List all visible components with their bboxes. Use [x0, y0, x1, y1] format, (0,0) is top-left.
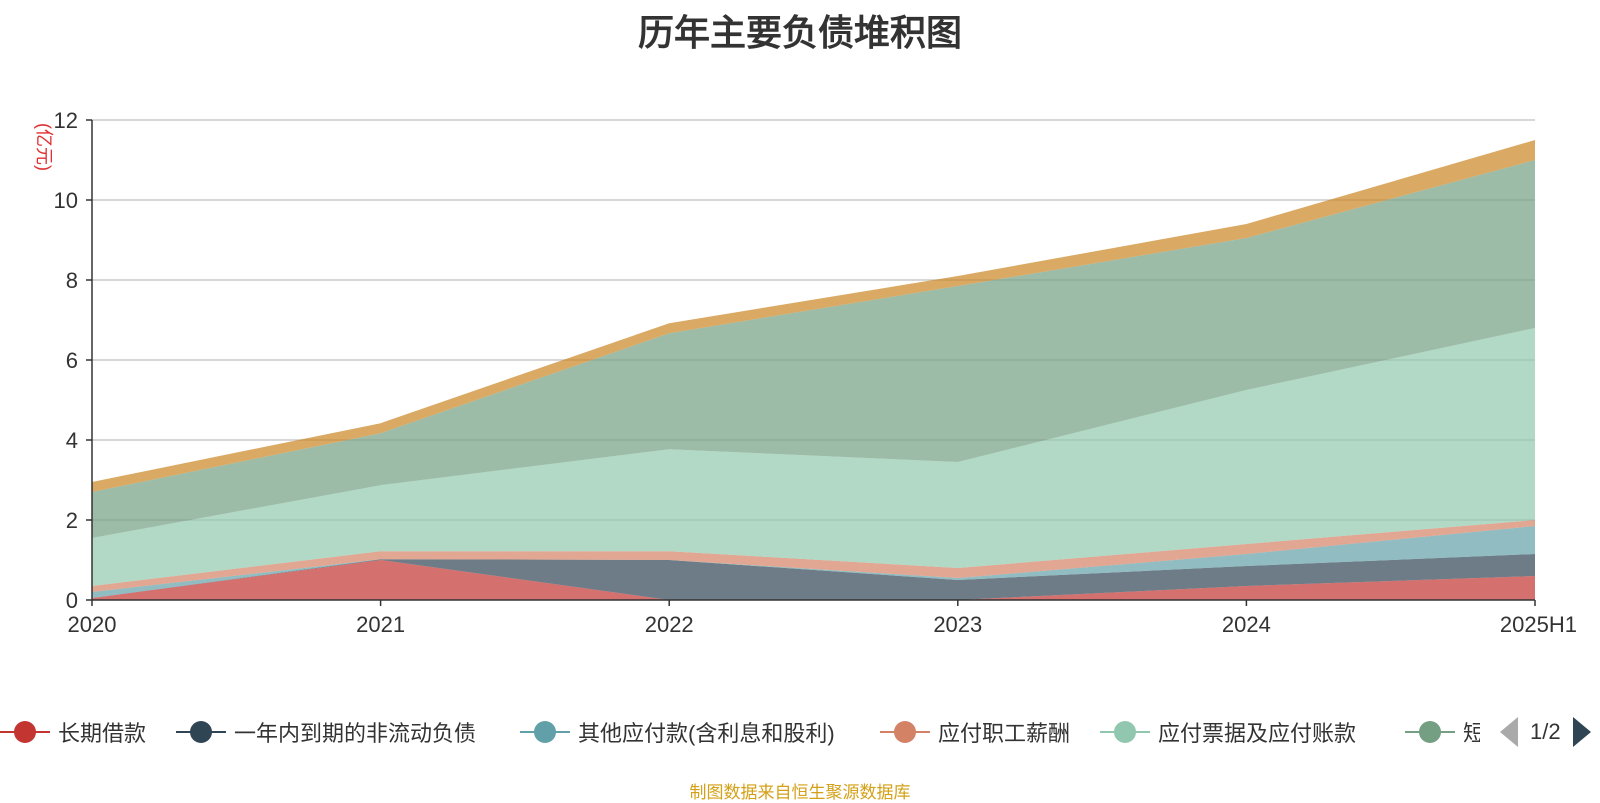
legend-marker-icon: [1405, 715, 1455, 749]
y-tick-label: 4: [66, 428, 78, 453]
legend-item-short-term-loans[interactable]: 短: [1405, 715, 1480, 749]
area-series-5: [92, 160, 1535, 538]
chart-title: 历年主要负债堆积图: [637, 12, 962, 53]
legend-label: 长期借款: [58, 721, 147, 746]
legend-prev-page-icon[interactable]: [1500, 717, 1518, 747]
legend-pager: 1/2: [1500, 715, 1591, 749]
area-series-3: [92, 520, 1535, 592]
y-tick-label: 0: [66, 588, 78, 613]
x-tick-label: 2023: [933, 612, 982, 637]
legend-marker-icon: [176, 715, 226, 749]
legend-item-notes-accounts-payable[interactable]: 应付票据及应付账款: [1100, 715, 1356, 749]
legend-visible-area: 长期借款 一年内到期的非流动负债 其他应付款(含利息和股利) 应付职工薪酬 应付…: [0, 715, 1480, 749]
x-tick-label: 2025H1: [1500, 612, 1577, 637]
legend-marker-icon: [0, 715, 50, 749]
y-tick-label: 2: [66, 508, 78, 533]
x-tick-label: 2020: [68, 612, 117, 637]
x-tick-label: 2024: [1222, 612, 1271, 637]
area-series-2: [92, 526, 1535, 598]
legend-label: 应付职工薪酬: [938, 721, 1071, 746]
x-tick-label: 2021: [356, 612, 405, 637]
area-series-4: [92, 328, 1535, 586]
legend-label: 一年内到期的非流动负债: [234, 721, 477, 746]
legend-marker-icon: [1100, 715, 1150, 749]
legend-item-current-noncurrent-liabilities[interactable]: 一年内到期的非流动负债: [176, 715, 476, 749]
y-tick-label: 10: [54, 188, 78, 213]
legend-label: 其他应付款(含利息和股利): [578, 721, 835, 746]
legend: 长期借款 一年内到期的非流动负债 其他应付款(含利息和股利) 应付职工薪酬 应付…: [0, 715, 1600, 749]
area-series-6: [92, 140, 1535, 492]
y-axis-label: (亿元): [34, 123, 54, 171]
legend-marker-icon: [520, 715, 570, 749]
legend-item-other-payables[interactable]: 其他应付款(含利息和股利): [520, 715, 835, 749]
area-series-1: [92, 554, 1535, 600]
legend-page-indicator: 1/2: [1530, 719, 1561, 744]
legend-marker-icon: [880, 715, 930, 749]
legend-next-page-icon[interactable]: [1572, 717, 1591, 747]
legend-label: 短: [1463, 721, 1480, 746]
y-tick-label: 12: [54, 108, 78, 133]
y-tick-label: 6: [66, 348, 78, 373]
legend-item-long-term-loans[interactable]: 长期借款: [0, 715, 146, 749]
legend-label: 应付票据及应付账款: [1158, 721, 1357, 746]
x-tick-label: 2022: [645, 612, 694, 637]
source-note: 制图数据来自恒生聚源数据库: [689, 783, 911, 802]
y-tick-label: 8: [66, 268, 78, 293]
legend-item-employee-payroll[interactable]: 应付职工薪酬: [880, 715, 1070, 749]
